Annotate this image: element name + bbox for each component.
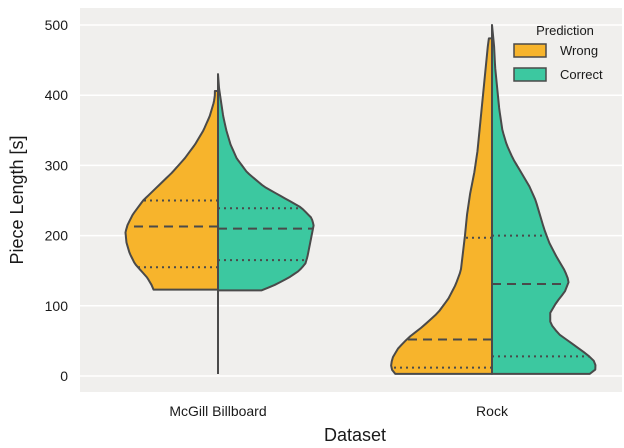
violin-wrong-1 — [390, 37, 493, 375]
violin-correct-1 — [491, 24, 597, 375]
legend-swatch-wrong — [513, 43, 547, 58]
violin-correct-0 — [217, 73, 315, 292]
y-tick-label: 400 — [45, 87, 69, 103]
violin-body — [390, 37, 493, 375]
legend-swatch-correct — [513, 67, 547, 82]
y-tick-label: 200 — [45, 228, 69, 244]
x-tick-label: McGill Billboard — [169, 403, 266, 419]
y-tick-label: 0 — [60, 368, 68, 384]
x-axis: McGill Billboard Rock — [169, 403, 509, 419]
x-tick-label: Rock — [476, 403, 509, 419]
violin-body — [124, 89, 219, 291]
violin-body — [217, 73, 315, 292]
y-tick-label: 500 — [45, 17, 69, 33]
legend-label-correct: Correct — [560, 67, 603, 82]
y-axis: 0 100 200 300 400 500 — [45, 17, 69, 384]
legend-label-wrong: Wrong — [560, 43, 598, 58]
violin-body — [491, 24, 597, 375]
violin-wrong-0 — [124, 89, 219, 291]
x-axis-title: Dataset — [324, 425, 386, 445]
y-axis-title: Piece Length [s] — [7, 135, 27, 264]
legend: Prediction Wrong Correct — [513, 23, 603, 82]
y-tick-label: 300 — [45, 157, 69, 173]
y-tick-label: 100 — [45, 298, 69, 314]
legend-title: Prediction — [536, 23, 594, 38]
violins — [124, 24, 597, 375]
